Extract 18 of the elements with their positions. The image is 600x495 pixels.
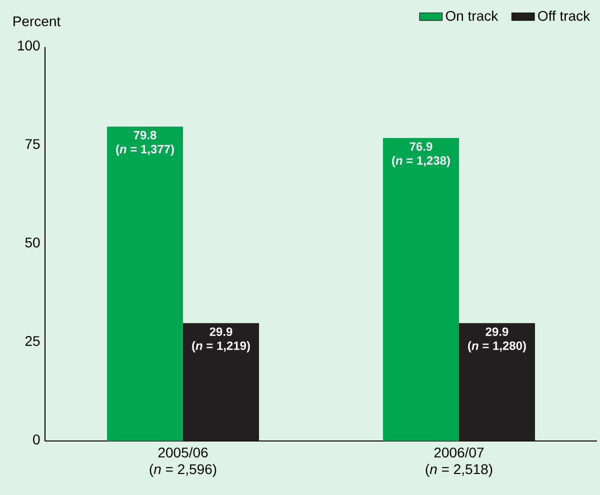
text: 76.9 (n = 1,238)	[392, 142, 450, 168]
x-tick-label: 2006/07 (n = 2,518)	[426, 447, 492, 477]
y-axis-title: Percent	[14, 16, 61, 26]
text: 29.9 (n = 1,280)	[468, 327, 526, 352]
y-tick-label: 100	[18, 40, 40, 50]
bar	[183, 323, 260, 441]
y-tick-label: 75	[25, 139, 40, 149]
y-tick-label: 25	[25, 336, 40, 346]
bar	[458, 323, 535, 441]
x-tick-label: 2005/06 (n = 2,596)	[150, 447, 216, 477]
text: 79.8 (n = 1,377)	[116, 130, 174, 156]
y-tick-label: 0	[33, 434, 40, 444]
legend-label: Off track	[538, 10, 590, 21]
bar	[383, 138, 459, 441]
bar	[107, 126, 184, 441]
text: 29.9 (n = 1,219)	[192, 327, 250, 352]
y-tick-label: 50	[25, 238, 40, 248]
legend-label: On track	[446, 10, 498, 21]
